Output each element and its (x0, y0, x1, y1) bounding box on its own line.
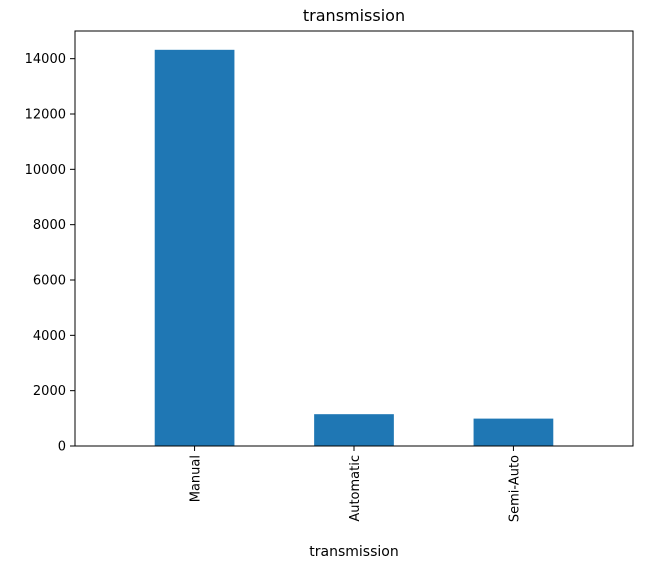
y-tick-label: 2000 (33, 384, 66, 399)
plot-frame (74, 30, 634, 447)
bar-automatic (314, 414, 394, 446)
x-axis-label: transmission (309, 544, 398, 560)
y-tick-label: 8000 (33, 218, 66, 233)
bar-manual (154, 49, 235, 447)
x-tick-label: Automatic (348, 455, 363, 522)
x-axis-ticks: Manual Automatic Semi-Auto (189, 446, 522, 522)
chart-title: transmission (303, 6, 405, 25)
x-tick-label: Semi-Auto (507, 455, 522, 522)
bars (154, 49, 554, 447)
y-tick-label: 14000 (25, 52, 66, 67)
x-tick-label: Manual (189, 455, 204, 502)
y-tick-label: 4000 (33, 329, 66, 344)
y-axis-ticks: 0 2000 4000 6000 8000 10000 12000 14000 (25, 52, 75, 455)
y-tick-label: 10000 (25, 163, 66, 178)
y-tick-label: 6000 (33, 274, 66, 289)
y-tick-label: 12000 (25, 108, 66, 123)
y-tick-label: 0 (58, 440, 66, 455)
bar-semi-auto (473, 418, 554, 446)
